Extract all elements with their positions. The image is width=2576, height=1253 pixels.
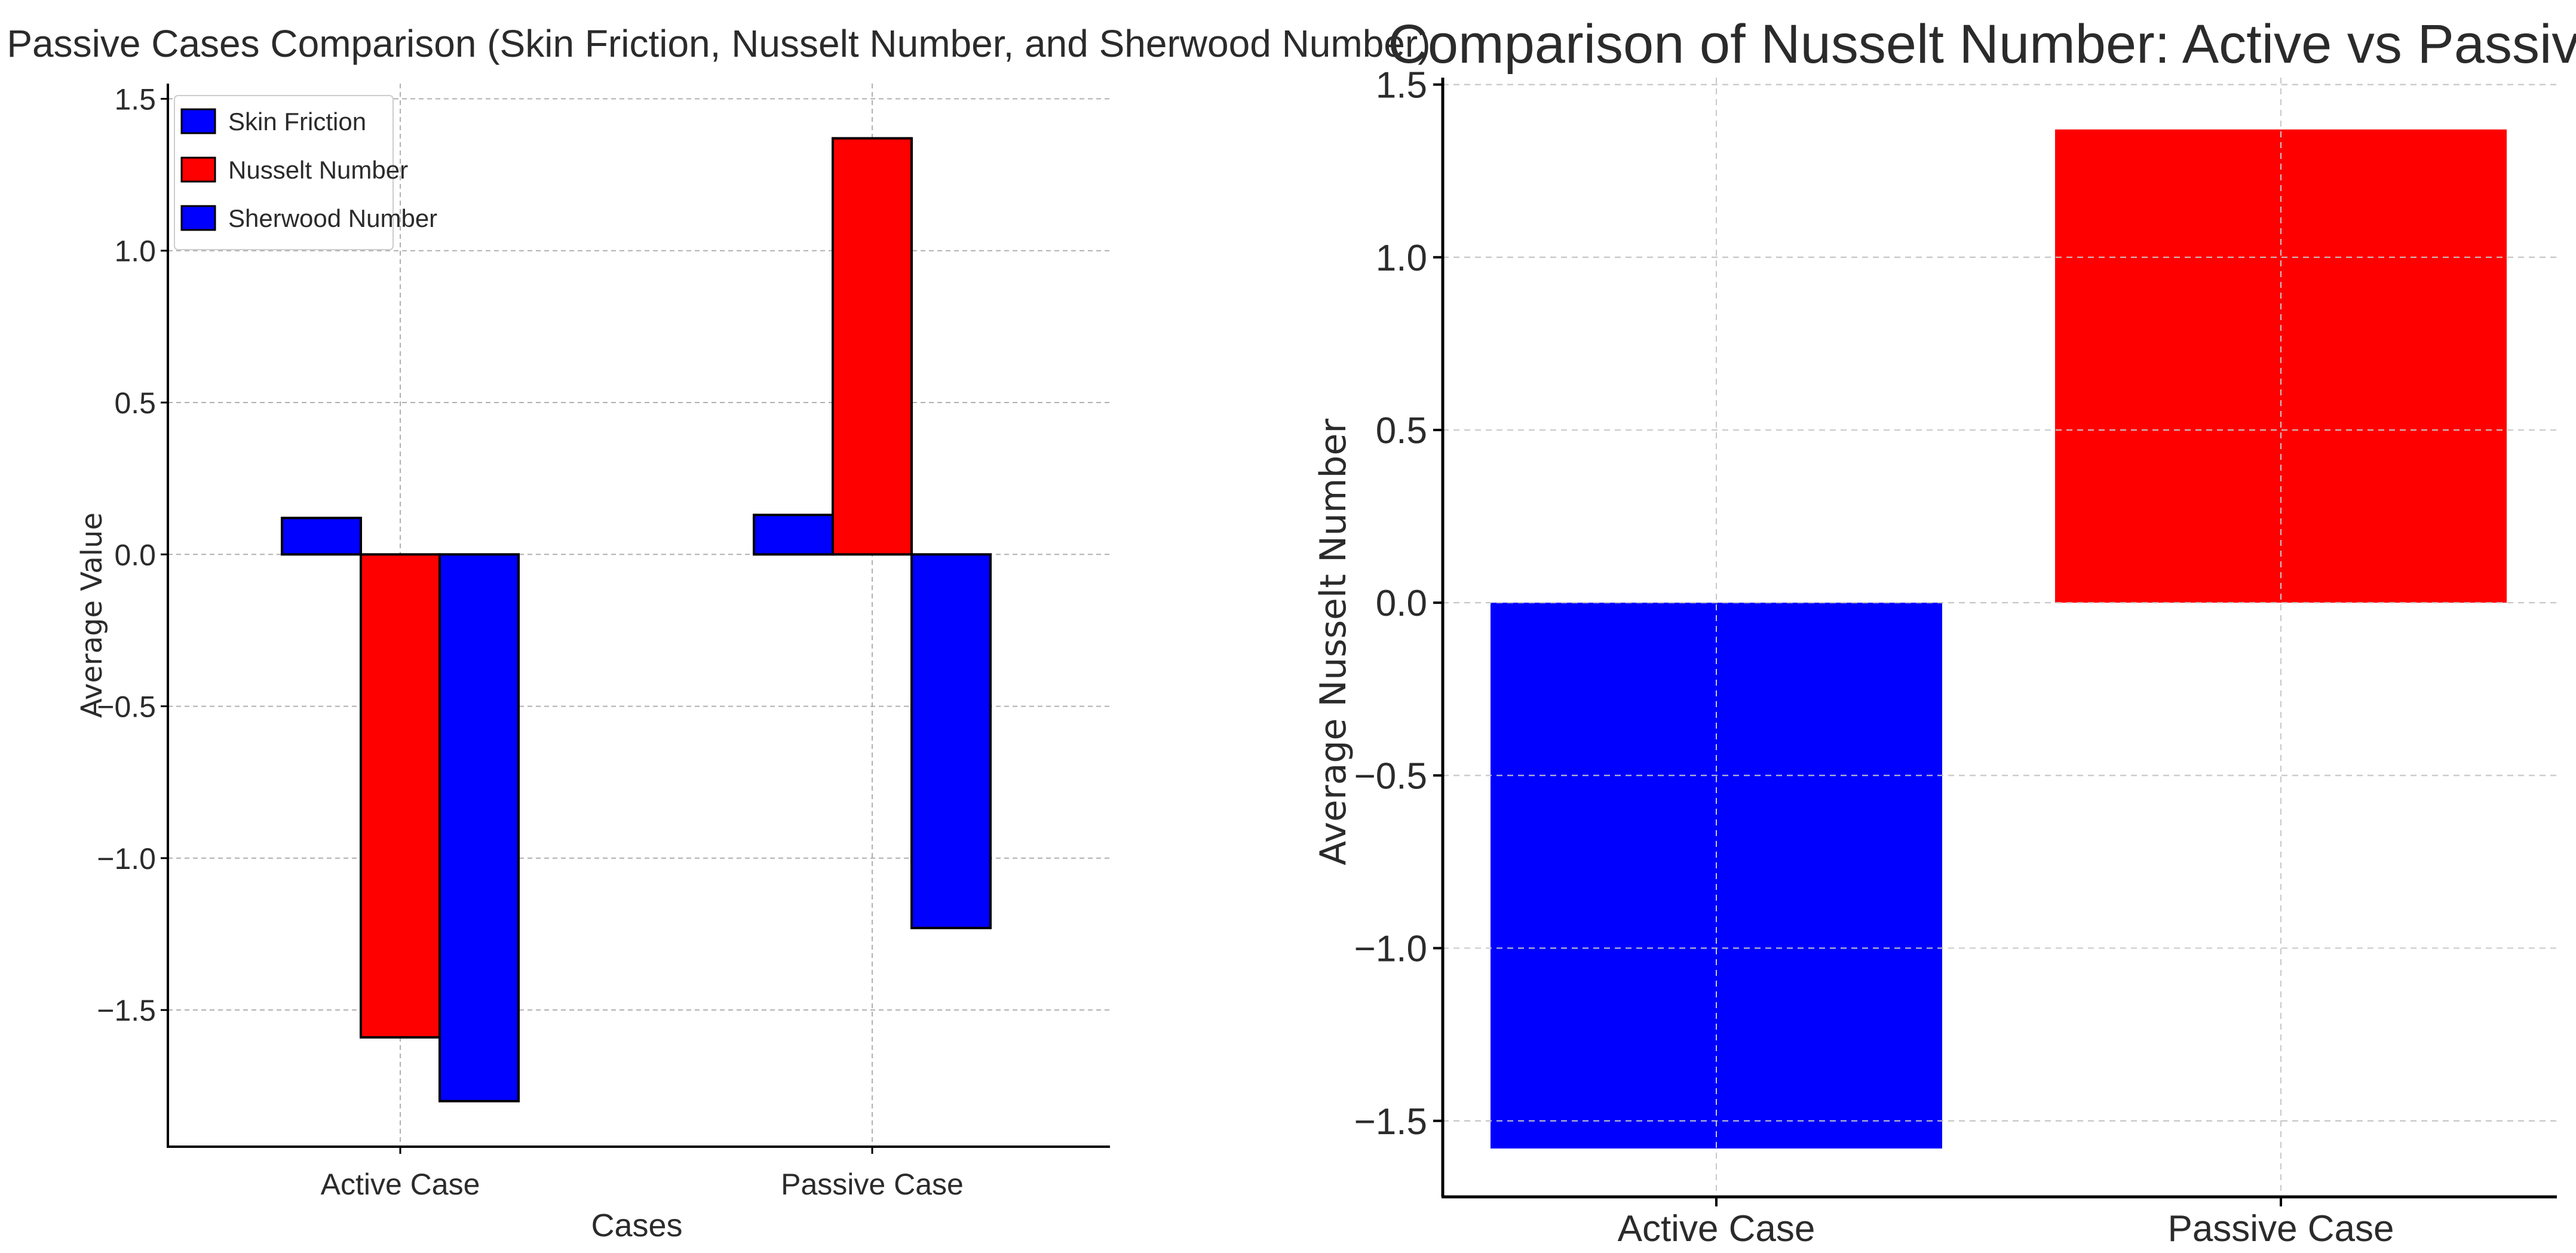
left-y-tick-label: −0.5 <box>97 690 156 724</box>
nusselt-bar-chart: Comparison of Nusselt Number: Active vs … <box>1312 14 2576 1249</box>
left-chart-title: Active vs Passive Cases Comparison (Skin… <box>0 22 1431 65</box>
bar-skin-friction-passive-case <box>753 514 834 556</box>
right-y-tick-label: −0.5 <box>1354 756 1427 797</box>
left-y-ticks: 1.5 1.0 0.5 0.0 −0.5 −1.0 −1.5 <box>97 82 168 1027</box>
left-y-tick-label: 0.0 <box>114 538 156 572</box>
right-y-tick-label: −1.5 <box>1354 1101 1427 1143</box>
right-y-tick-label: 1.0 <box>1376 238 1427 279</box>
legend-box <box>174 95 394 250</box>
right-y-tick-label: 0.5 <box>1376 410 1427 452</box>
left-y-tick-label: 0.5 <box>114 386 156 420</box>
legend-label-skin-friction: Skin Friction <box>228 108 366 136</box>
right-y-tick-label: 1.5 <box>1376 65 1427 106</box>
bar-sherwood-number-passive-case <box>910 553 992 929</box>
right-grid-overlay <box>1443 78 2557 1197</box>
right-x-tick-label: Passive Case <box>2167 1208 2394 1249</box>
bar-nusselt-number-active-case <box>360 553 441 1039</box>
right-y-tick-label: −1.0 <box>1354 929 1427 970</box>
bar-nusselt-number-passive-case <box>832 137 913 556</box>
right-x-tick-label: Active Case <box>1618 1208 1816 1249</box>
right-y-tick-label: 0.0 <box>1376 583 1427 624</box>
right-y-ticks: 1.5 1.0 0.5 0.0 −0.5 −1.0 −1.5 <box>1354 65 1443 1143</box>
right-chart-title: Comparison of Nusselt Number: Active vs … <box>1388 14 2576 75</box>
legend-label-nusselt-number: Nusselt Number <box>228 156 408 184</box>
legend-label-sherwood-number: Sherwood Number <box>228 204 437 232</box>
legend-swatch-skin-friction <box>180 108 216 134</box>
legend-swatch-nusselt-number <box>180 156 216 183</box>
left-x-ticks: Active Case Passive Case <box>321 1147 964 1201</box>
left-y-tick-label: 1.5 <box>114 82 156 116</box>
left-x-tick-label: Passive Case <box>781 1168 964 1201</box>
left-bars <box>281 137 992 1102</box>
left-x-axis-label: Cases <box>591 1208 682 1243</box>
left-x-tick-label: Active Case <box>321 1168 480 1201</box>
right-x-ticks: Active Case Passive Case <box>1618 1197 2394 1249</box>
grouped-bar-chart: Active vs Passive Cases Comparison (Skin… <box>0 22 1431 1243</box>
left-y-tick-label: 1.0 <box>114 235 156 268</box>
legend-swatch-sherwood-number <box>180 205 216 231</box>
left-y-tick-label: −1.5 <box>97 994 156 1027</box>
left-y-axis-label: Average Value <box>75 512 109 718</box>
right-bars <box>1491 129 2507 1149</box>
right-y-axis-label: Average Nusselt Number <box>1312 419 1354 865</box>
bar-sherwood-number-active-case <box>438 553 520 1102</box>
bar-skin-friction-active-case <box>281 517 362 556</box>
left-y-tick-label: −1.0 <box>97 842 156 876</box>
legend: Skin Friction Nusselt Number Sherwood Nu… <box>174 95 437 250</box>
